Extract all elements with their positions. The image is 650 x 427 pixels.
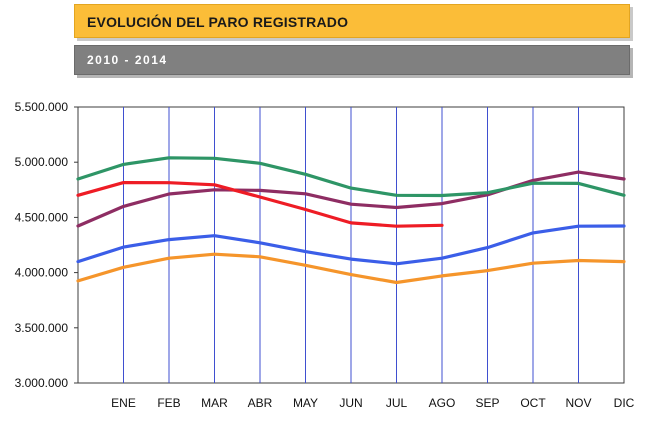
y-tick-label: 3.500.000	[15, 321, 69, 335]
x-tick-label: ENE	[111, 396, 136, 410]
x-tick-label: SEP	[475, 396, 499, 410]
x-tick-label: OCT	[520, 396, 546, 410]
x-tick-label: NOV	[565, 396, 591, 410]
x-tick-label: ABR	[248, 396, 273, 410]
series-line-3	[76, 170, 626, 228]
y-tick-label: 5.000.000	[15, 155, 69, 169]
y-tick-label: 4.000.000	[15, 266, 69, 280]
y-tick-label: 4.500.000	[15, 210, 69, 224]
x-tick-label: DIC	[614, 396, 635, 410]
x-tick-label: MAY	[293, 396, 318, 410]
series-line-2	[76, 224, 626, 266]
x-tick-label: MAR	[201, 396, 228, 410]
series-line-4	[76, 156, 626, 198]
series-line-1	[76, 252, 626, 285]
y-tick-label: 5.500.000	[15, 100, 69, 114]
x-tick-label: JUL	[386, 396, 408, 410]
chart-title: EVOLUCIÓN DEL PARO REGISTRADO	[87, 14, 349, 30]
chart-title-banner: EVOLUCIÓN DEL PARO REGISTRADO	[74, 4, 630, 38]
x-tick-label: AGO	[429, 396, 456, 410]
x-tick-label: FEB	[157, 396, 180, 410]
chart-subtitle: 2010 - 2014	[87, 53, 168, 67]
y-tick-label: 3.000.000	[15, 376, 69, 390]
x-tick-label: JUN	[339, 396, 362, 410]
chart-subtitle-banner: 2010 - 2014	[74, 45, 630, 75]
series-line-5	[76, 181, 444, 228]
